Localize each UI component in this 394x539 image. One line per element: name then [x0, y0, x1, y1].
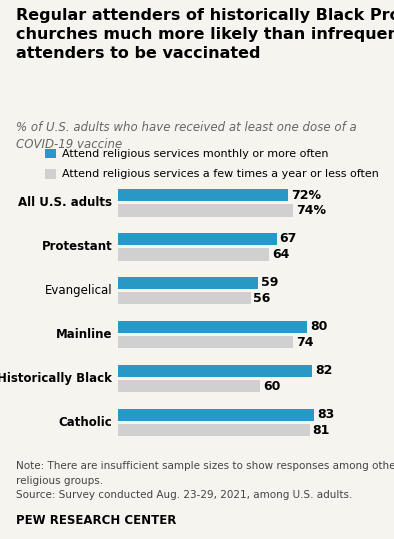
Text: 83: 83 — [317, 409, 335, 421]
Text: 59: 59 — [260, 277, 278, 289]
Text: 74%: 74% — [296, 204, 326, 217]
Bar — [118, 292, 251, 305]
Bar — [118, 189, 288, 201]
Bar — [118, 248, 269, 260]
Bar — [118, 424, 310, 437]
Text: PEW RESEARCH CENTER: PEW RESEARCH CENTER — [16, 514, 176, 527]
Text: Attend religious services a few times a year or less often: Attend religious services a few times a … — [62, 169, 379, 179]
Text: 64: 64 — [272, 248, 290, 261]
Text: Source: Survey conducted Aug. 23-29, 2021, among U.S. adults.: Source: Survey conducted Aug. 23-29, 202… — [16, 490, 352, 501]
Text: All U.S. adults: All U.S. adults — [18, 196, 112, 209]
Text: % of U.S. adults who have received at least one dose of a
COVID-19 vaccine: % of U.S. adults who have received at le… — [16, 121, 357, 151]
Text: Protestant: Protestant — [41, 240, 112, 253]
Bar — [118, 321, 307, 333]
Text: Mainline: Mainline — [56, 328, 112, 341]
Text: 67: 67 — [279, 232, 297, 245]
Text: 81: 81 — [312, 424, 330, 437]
Text: Catholic: Catholic — [59, 416, 112, 429]
Bar — [118, 336, 293, 348]
Text: 80: 80 — [310, 320, 327, 334]
Bar — [118, 204, 293, 217]
Bar — [118, 365, 312, 377]
Text: Evangelical: Evangelical — [45, 284, 112, 297]
Text: Attend religious services monthly or more often: Attend religious services monthly or mor… — [62, 149, 329, 158]
Text: 72%: 72% — [291, 189, 321, 202]
Bar — [118, 233, 277, 245]
Text: 82: 82 — [315, 364, 332, 377]
Text: Historically Black: Historically Black — [0, 372, 112, 385]
Text: 74: 74 — [296, 336, 314, 349]
Bar — [118, 380, 260, 392]
Text: 56: 56 — [253, 292, 271, 305]
Text: Note: There are insufficient sample sizes to show responses among other: Note: There are insufficient sample size… — [16, 461, 394, 471]
Text: 60: 60 — [263, 380, 280, 393]
Bar — [118, 277, 258, 289]
Text: Regular attenders of historically Black Protestant
churches much more likely tha: Regular attenders of historically Black … — [16, 8, 394, 61]
Text: religious groups.: religious groups. — [16, 476, 103, 486]
Bar — [118, 409, 314, 421]
